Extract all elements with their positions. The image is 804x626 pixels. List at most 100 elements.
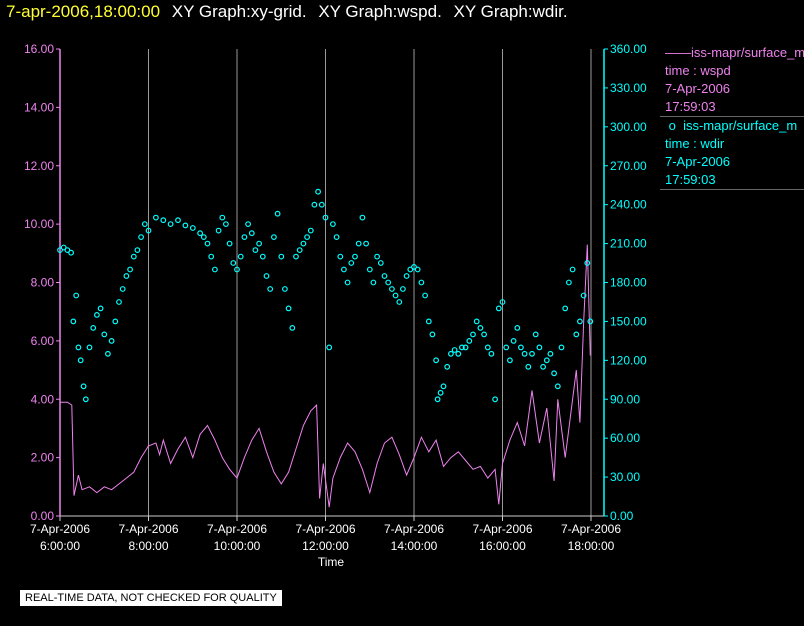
left-y-tick-label: 12.00	[24, 159, 54, 173]
right-y-tick-label: 0.00	[610, 509, 634, 523]
wdir-point	[108, 338, 115, 344]
left-y-tick-label: 16.00	[24, 42, 54, 56]
right-y-tick-label: 90.00	[610, 392, 640, 406]
legend-line: 17:59:03	[665, 99, 716, 114]
x-tick-date-label: 7-Apr-2006	[30, 522, 90, 536]
wdir-point	[86, 344, 93, 351]
wdir-point	[123, 273, 130, 279]
wdir-point	[381, 273, 388, 279]
wdir-point	[64, 247, 71, 254]
wdir-point	[495, 305, 502, 312]
wdir-point	[307, 227, 314, 234]
left-y-tick-label: 10.00	[24, 217, 54, 231]
wdir-point	[152, 214, 159, 221]
wdir-point	[208, 253, 215, 260]
legend-label-wspd: ——iss-mapr/surface_m	[665, 45, 804, 60]
wdir-point	[510, 338, 517, 344]
wdir-point	[230, 260, 237, 266]
wdir-point	[219, 214, 226, 221]
legend-entry-wdir[interactable]: o iss-mapr/surface_m time : wdir 7-Apr-2…	[660, 117, 804, 189]
wdir-point	[414, 266, 421, 273]
wdir-point	[558, 344, 565, 351]
x-tick-date-label: 7-Apr-2006	[118, 522, 178, 536]
wdir-point	[374, 253, 381, 260]
legend-line: 7-Apr-2006	[665, 154, 731, 169]
wdir-point	[462, 344, 469, 351]
wdir-point	[352, 253, 358, 260]
wdir-point	[569, 266, 576, 273]
wdir-point	[252, 247, 259, 254]
wdir-point	[484, 344, 491, 351]
wdir-point	[403, 273, 410, 279]
wdir-point	[234, 266, 240, 273]
left-y-tick-label: 0.00	[31, 509, 55, 523]
x-tick-time-label: 18:00:00	[568, 539, 615, 553]
wdir-point	[211, 266, 218, 273]
wdir-point	[377, 260, 384, 266]
right-y-tick-label: 120.00	[610, 353, 647, 367]
legend-label-wdir: o iss-mapr/surface_m	[665, 118, 798, 133]
wdir-point	[411, 264, 417, 270]
wdir-point	[197, 230, 204, 237]
wdir-point	[554, 383, 561, 390]
wdir-point	[536, 344, 543, 351]
wdir-point	[492, 396, 499, 403]
wdir-point	[396, 299, 403, 305]
wdir-point	[226, 240, 233, 247]
wdir-point	[77, 357, 84, 364]
wdir-point	[547, 350, 554, 357]
right-y-tick-label: 210.00	[610, 237, 647, 251]
wdir-point	[587, 318, 594, 325]
wdir-point	[389, 286, 395, 292]
wdir-point	[90, 325, 97, 331]
left-y-tick-label: 6.00	[31, 334, 55, 348]
right-y-tick-label: 150.00	[610, 314, 647, 328]
wdir-point	[241, 234, 248, 241]
wdir-point	[363, 240, 370, 247]
wdir-point	[503, 344, 510, 351]
x-tick-date-label: 7-Apr-2006	[384, 522, 444, 536]
wdir-point	[514, 325, 521, 331]
x-tick-time-label: 6:00:00	[40, 539, 80, 553]
wdir-point	[348, 260, 355, 266]
wdir-point	[318, 201, 325, 208]
wdir-point	[282, 286, 288, 292]
left-y-tick-label: 4.00	[31, 392, 55, 406]
wdir-point	[73, 292, 80, 299]
wdir-point	[444, 363, 451, 370]
graph-title-wdir: XY Graph:wdir.	[453, 2, 568, 21]
wdir-point	[57, 247, 63, 254]
wdir-point	[455, 350, 462, 357]
wdir-point	[521, 350, 528, 357]
wdir-point	[204, 240, 211, 247]
left-y-tick-label: 2.00	[31, 451, 55, 465]
wdir-point	[518, 344, 524, 351]
wdir-point	[326, 344, 333, 351]
wdir-point	[448, 350, 454, 357]
wdir-point	[160, 217, 167, 224]
wdir-point	[215, 227, 222, 234]
title-bar: 7-apr-2006,18:00:00 XY Graph:xy-grid. XY…	[6, 2, 575, 22]
legend-entry-wspd[interactable]: ——iss-mapr/surface_m time : wspd 7-Apr-2…	[660, 44, 804, 116]
wdir-point	[422, 292, 429, 299]
wdir-point	[407, 266, 414, 273]
wdir-point	[116, 299, 122, 305]
wdir-point	[101, 331, 108, 338]
right-y-tick-label: 60.00	[610, 431, 640, 445]
wdir-point	[182, 222, 189, 229]
wdir-point	[333, 234, 340, 241]
x-tick-time-label: 14:00:00	[391, 539, 438, 553]
wdir-point	[459, 344, 465, 351]
wdir-point	[330, 221, 336, 228]
right-y-tick-label: 330.00	[610, 81, 647, 95]
wdir-point	[145, 227, 152, 234]
wdir-point	[296, 247, 303, 254]
timestamp: 7-apr-2006,18:00:00	[6, 2, 161, 21]
wdir-point	[532, 331, 539, 338]
wdir-point	[341, 266, 347, 273]
x-tick-date-label: 7-Apr-2006	[472, 522, 532, 536]
wdir-point	[289, 325, 296, 331]
wdir-point	[573, 331, 580, 338]
right-y-tick-label: 180.00	[610, 276, 647, 290]
